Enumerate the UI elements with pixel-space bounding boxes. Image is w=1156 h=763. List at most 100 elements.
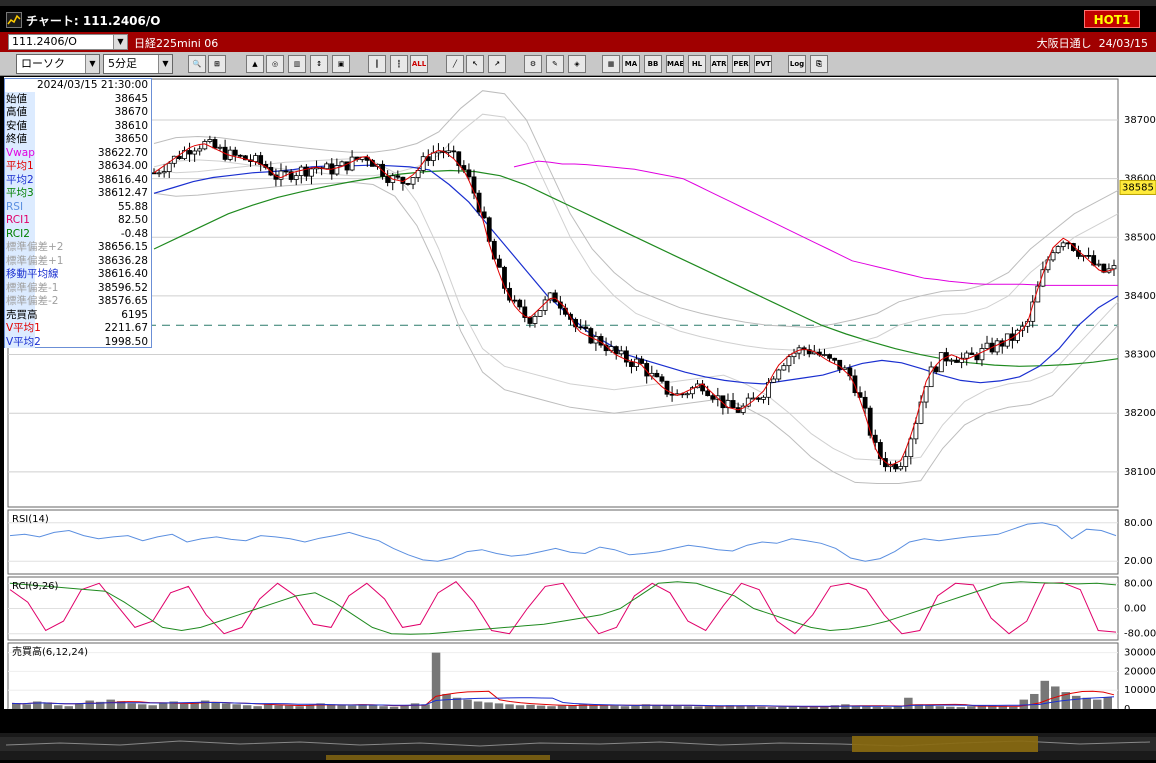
log-button[interactable]: Log [788, 55, 806, 73]
candle-down [588, 328, 594, 344]
candle-icon[interactable]: ┃ [368, 55, 386, 73]
candle-up [349, 156, 355, 171]
candle-sel-icon[interactable]: ┇ [390, 55, 408, 73]
volume-bar [757, 706, 766, 709]
candle-down [502, 266, 507, 289]
wrench-icon[interactable]: ✎ [546, 55, 564, 73]
data-panel: 2024/03/15 21:30:00 始値 38645 高値 38670 安値 3861… [4, 78, 152, 348]
data-panel-value: 38622.70 [97, 146, 148, 159]
candle-up-icon[interactable]: ▲ [246, 55, 264, 73]
grid-icon[interactable]: ▦ [602, 55, 620, 73]
per-button[interactable]: PER [732, 55, 750, 73]
volume-bar [221, 703, 231, 709]
hl-button[interactable]: HL [688, 55, 706, 73]
window-title: チャート: 111.2406/O [26, 14, 161, 28]
chart-type-select[interactable]: ローソク ▼ [16, 54, 100, 74]
volume-bar [106, 699, 115, 709]
lock-icon[interactable]: ▣ [332, 55, 350, 73]
candle-up [537, 310, 543, 317]
volume-bar [179, 703, 189, 709]
all-button[interactable]: ALL [410, 55, 428, 73]
data-panel-row: 高値 38670 [5, 106, 151, 120]
candle-up [745, 397, 751, 407]
chart-canvas[interactable]: 38100 38200 38300 38400 38500 38600 38700 38585… [4, 77, 1156, 725]
candle-down [237, 154, 243, 157]
chart-area[interactable]: 38100 38200 38300 38400 38500 38600 38700 38585… [4, 77, 1156, 725]
candle-up [309, 168, 314, 177]
current-price-label: 38585 [1122, 182, 1154, 193]
scrollbar-thumb[interactable] [852, 736, 1038, 752]
candle-down [583, 326, 589, 329]
candle-down [1070, 243, 1076, 251]
volume-bar [53, 705, 63, 709]
palette-icon[interactable]: ◈ [568, 55, 586, 73]
chevron-down-icon[interactable]: ▼ [158, 55, 172, 73]
bar-chart-icon[interactable]: ▥ [288, 55, 306, 73]
candle-down [187, 150, 192, 155]
data-panel-value: 38636.28 [97, 254, 148, 267]
range-icon[interactable]: ↕ [310, 55, 328, 73]
draw-line-icon[interactable]: ╱ [446, 55, 464, 73]
cursor-icon[interactable]: ↖ [466, 55, 484, 73]
data-panel-row: 平均2 38616.40 [5, 174, 151, 188]
volume-bar [1030, 693, 1039, 709]
volume-bar [725, 705, 735, 709]
candle-up [314, 167, 319, 170]
split-icon[interactable]: ⊞ [208, 55, 226, 73]
candle-up [908, 438, 914, 458]
symbol-code-select[interactable]: 111.2406/O ▼ [8, 34, 128, 50]
time-scrollbar[interactable] [0, 733, 1156, 760]
pvt-button[interactable]: PVT [754, 55, 772, 73]
volume-bar [799, 706, 808, 709]
volume-bar [872, 706, 882, 709]
atr-button[interactable]: ATR [710, 55, 728, 73]
chevron-down-icon[interactable]: ▼ [113, 35, 127, 49]
data-panel-value: 38656.15 [97, 241, 148, 253]
candle-down [527, 317, 533, 324]
candle-down [659, 376, 665, 382]
volume-bar [358, 704, 367, 709]
candle-down [176, 155, 182, 160]
candle-down [806, 349, 812, 355]
volume-bar [925, 705, 934, 709]
data-panel-value: 55.88 [117, 200, 148, 213]
volume-bar [610, 705, 619, 709]
mae-button[interactable]: MAE [666, 55, 684, 73]
interval-select[interactable]: 5分足 ▼ [103, 54, 173, 74]
compare-icon[interactable]: ◎ [266, 55, 284, 73]
volume-bar [158, 702, 168, 709]
bb-button[interactable]: BB [644, 55, 662, 73]
arrow-icon[interactable]: ↗ [488, 55, 506, 73]
candle-down [954, 359, 959, 363]
candle-up [979, 348, 985, 361]
settings-icon[interactable]: ⚙ [524, 55, 542, 73]
candle-up [1050, 252, 1056, 261]
candle-down [288, 171, 294, 180]
candle-up [410, 177, 416, 185]
candle-up [822, 354, 827, 356]
ma-button[interactable]: MA [622, 55, 640, 73]
data-panel-value: 38576.65 [97, 295, 148, 307]
data-panel-label: RSI [6, 200, 24, 213]
export-icon[interactable]: ⎘ [810, 55, 828, 73]
volume-bar [578, 704, 588, 709]
volume-panel-label: 売買高(6,12,24) [12, 645, 88, 658]
data-panel-label-bg [5, 92, 35, 348]
price-tick-label: 38400 [1124, 291, 1156, 302]
volume-bar [74, 703, 84, 709]
data-panel-datetime: 2024/03/15 21:30:00 [36, 79, 148, 91]
chevron-down-icon[interactable]: ▼ [85, 55, 99, 73]
volume-bar [284, 705, 294, 709]
candle-down [476, 192, 482, 213]
candle-down [598, 336, 604, 346]
data-panel-row: 標準偏差+1 38636.28 [5, 255, 151, 269]
candle-up [298, 166, 304, 177]
data-panel-label: 平均1 [6, 160, 34, 172]
candle-down [578, 326, 584, 329]
volume-bar [326, 704, 336, 709]
hot1-button[interactable]: HOT1 [1084, 10, 1140, 28]
volume-bar [557, 705, 567, 709]
volume-bar [998, 706, 1008, 709]
zoom-icon[interactable]: 🔍 [188, 55, 206, 73]
volume-tick-label: 10000 [1124, 685, 1156, 696]
